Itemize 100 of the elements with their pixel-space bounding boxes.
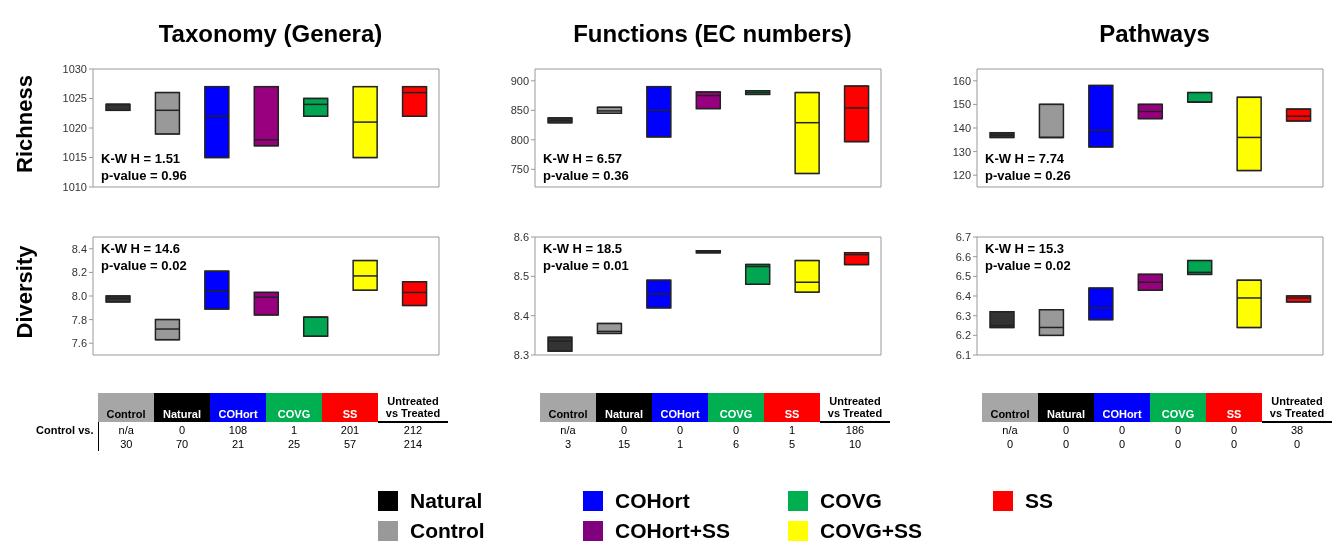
y-tick-label: 8.5 — [513, 270, 529, 283]
category-label: COHort — [210, 393, 266, 422]
category-label: Untreated vs Treated — [1262, 393, 1332, 422]
text: 0 — [1118, 423, 1126, 436]
category-label: COHort — [615, 489, 690, 513]
y-tick-label: 7.8 — [71, 313, 87, 326]
chart-title: Taxonomy (Genera) — [157, 19, 384, 49]
text: 0 — [732, 423, 740, 436]
text: 214 — [403, 438, 423, 450]
text: 0 — [1006, 438, 1014, 450]
text: n/a — [1002, 423, 1018, 436]
annotation: K-W H = 15.3 — [985, 240, 1066, 257]
category-label: Control — [982, 393, 1038, 422]
annotation: K-W H = 14.6 — [101, 240, 182, 257]
category-label: COHort — [652, 393, 708, 422]
category-label: COVG — [708, 393, 764, 422]
category-label: Control — [410, 519, 485, 543]
annotation: p-value = 0.02 — [985, 257, 1071, 274]
category-label: SS — [322, 393, 378, 422]
category-label: COHort+SS — [615, 519, 730, 543]
annotation: p-value = 0.26 — [985, 167, 1071, 184]
category-label: SS — [764, 393, 820, 422]
category-label: COVG — [266, 393, 322, 422]
text: 0 — [1174, 423, 1182, 436]
text: 6 — [732, 438, 740, 450]
y-tick-label: 8.6 — [513, 230, 529, 243]
text: 186 — [845, 424, 865, 436]
category-label: COVG — [1150, 393, 1206, 422]
y-tick-label: 6.4 — [955, 289, 971, 302]
text: 30 — [120, 438, 133, 450]
category-label: Control — [98, 393, 154, 422]
text: 0 — [1230, 438, 1238, 450]
category-label: Control — [540, 393, 596, 422]
y-tick-label: 1015 — [62, 151, 87, 164]
text: n/a — [560, 423, 576, 436]
y-tick-label: 750 — [510, 163, 529, 176]
y-tick-label: 8.2 — [71, 266, 87, 279]
y-tick-label: 8.4 — [513, 309, 529, 322]
text: 0 — [1293, 438, 1301, 450]
text: 1 — [788, 423, 796, 436]
text: 5 — [788, 438, 796, 450]
text: 0 — [1174, 438, 1182, 450]
y-tick-label: 160 — [952, 74, 971, 87]
category-label: Untreated vs Treated — [820, 393, 890, 422]
text: 0 — [620, 423, 628, 436]
category-label: Natural — [154, 393, 210, 422]
category-label: SS — [1206, 393, 1262, 422]
y-tick-label: 6.7 — [955, 230, 971, 243]
text: 38 — [1290, 424, 1304, 436]
category-label: Natural — [410, 489, 483, 513]
category-label: Natural — [1038, 393, 1094, 422]
y-tick-label: 900 — [510, 74, 529, 87]
text: 3 — [564, 438, 572, 450]
y-tick-label: 8.0 — [71, 289, 87, 302]
y-tick-label: 6.3 — [955, 309, 971, 322]
y-tick-label: 1030 — [62, 62, 87, 75]
y-tick-label: 1025 — [62, 92, 87, 105]
annotation: K-W H = 6.57 — [543, 150, 624, 167]
text: 0 — [676, 423, 684, 436]
text: 0 — [1230, 423, 1238, 436]
text: 212 — [403, 424, 423, 436]
annotation: K-W H = 7.74 — [985, 150, 1066, 167]
y-axis-title: Diversity — [12, 245, 38, 339]
annotation: p-value = 0.96 — [101, 167, 187, 184]
y-tick-label: 1020 — [62, 121, 87, 134]
text: 57 — [343, 438, 357, 450]
y-tick-label: 120 — [952, 169, 971, 182]
text: 25 — [287, 438, 301, 450]
text: 0 — [1118, 438, 1126, 450]
y-tick-label: 130 — [952, 145, 971, 158]
category-label: Natural — [596, 393, 652, 422]
y-tick-label: 1010 — [62, 180, 87, 193]
text: n/a — [118, 423, 134, 436]
text: 10 — [848, 438, 862, 450]
y-tick-label: 6.2 — [955, 329, 971, 342]
text: 201 — [340, 423, 360, 436]
text: 0 — [178, 423, 186, 436]
category-label: SS — [1025, 489, 1054, 513]
annotation: p-value = 0.02 — [101, 257, 187, 274]
category-label: COVG — [820, 489, 882, 513]
text: 21 — [231, 438, 245, 450]
text: 1 — [290, 423, 298, 436]
annotation: p-value = 0.36 — [543, 167, 629, 184]
y-tick-label: 150 — [952, 98, 971, 111]
y-tick-label: 8.4 — [71, 242, 87, 255]
y-tick-label: 800 — [510, 133, 529, 146]
y-tick-label: 6.1 — [955, 348, 971, 361]
chart-title: Functions (EC numbers) — [572, 19, 853, 49]
y-tick-label: 6.6 — [955, 250, 971, 263]
category-label: Control vs. — [36, 423, 94, 436]
y-tick-label: 6.5 — [955, 270, 971, 283]
text: 1 — [676, 438, 684, 450]
text: 108 — [228, 423, 248, 436]
chart-title: Pathways — [1098, 19, 1211, 49]
text: 15 — [617, 438, 631, 450]
y-tick-label: 8.3 — [513, 348, 529, 361]
annotation: K-W H = 1.51 — [101, 150, 182, 167]
category-label: COVG+SS — [820, 519, 923, 543]
annotation: K-W H = 18.5 — [543, 240, 624, 257]
text: 70 — [175, 438, 189, 450]
